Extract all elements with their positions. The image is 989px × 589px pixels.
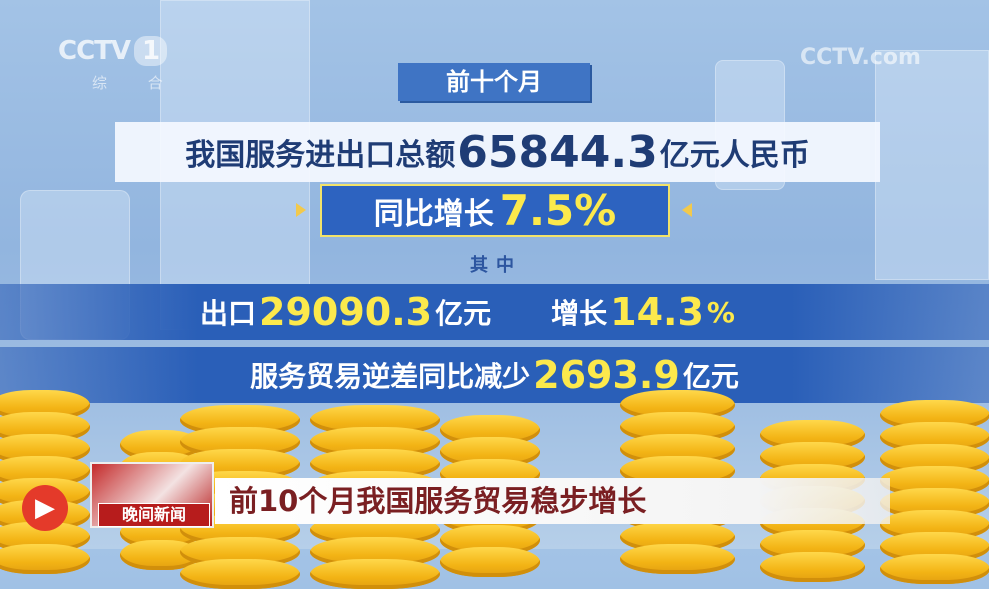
coin [880,554,989,584]
bg-panel [875,50,989,280]
cctv1-logo: CCTV 1 [58,36,168,66]
cctv-com-watermark: CCTV.com [800,45,921,70]
coin [180,559,300,589]
program-label: 晚间新闻 [98,503,210,527]
arrow-left-icon [682,203,692,217]
arrow-right-icon [296,203,306,217]
channel-subtitle: 综 合 [92,74,181,92]
coin [310,559,440,589]
news-title-bar: 前10个月我国服务贸易稳步增长 [215,478,890,524]
deficit-band: 服务贸易逆差同比减少 2693.9 亿元 [0,347,989,403]
coin [760,552,865,582]
headline-total: 我国服务进出口总额 65844.3 亿元人民币 [115,122,880,182]
among-label: 其中 [470,255,522,276]
play-logo-icon: ▶ [22,485,68,531]
yoy-growth: 同比增长 7.5% [320,184,670,237]
exports-band: 出口 29090.3 亿元 增长 14.3% [0,284,989,340]
period-tag: 前十个月 [398,63,590,101]
coin [440,547,540,577]
